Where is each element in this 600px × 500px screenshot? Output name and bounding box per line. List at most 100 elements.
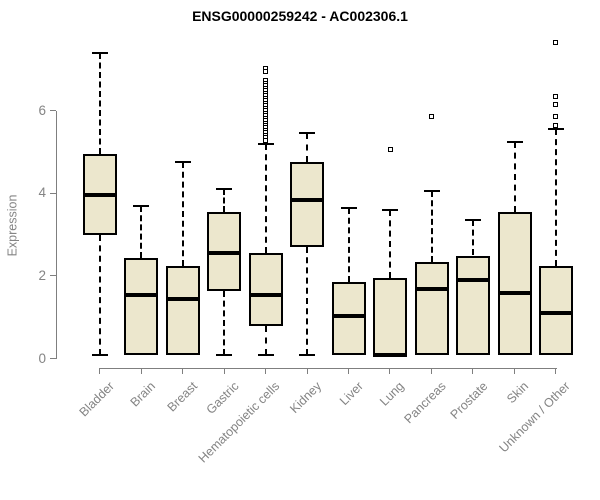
y-tick-label: 0 <box>38 351 46 366</box>
upper-whisker-breast <box>181 162 184 266</box>
y-tick <box>50 192 56 194</box>
box-unknown-other <box>538 265 573 355</box>
upper-whisker-cap-breast <box>174 161 191 164</box>
box-breast <box>165 265 200 355</box>
x-tick-label-lung: Lung <box>377 379 408 409</box>
outlier-point-unknown-other <box>553 94 559 100</box>
upper-whisker-cap-skin <box>506 140 523 143</box>
x-tick <box>472 368 474 374</box>
y-tick <box>50 109 56 111</box>
x-tick <box>389 368 391 374</box>
median-line-unknown-other <box>538 311 573 316</box>
lower-whisker-kidney <box>306 247 309 355</box>
upper-whisker-unknown-other <box>554 129 557 266</box>
upper-whisker-cap-lung <box>382 208 399 211</box>
lower-whisker-gastric <box>223 290 226 355</box>
y-axis-line <box>56 110 57 359</box>
box-gastric <box>207 212 242 291</box>
outlier-point-hematopoietic-cells <box>263 69 269 75</box>
y-tick-label: 6 <box>38 102 46 118</box>
x-tick-label-brain: Brain <box>127 379 159 410</box>
x-tick-label-breast: Breast <box>164 379 200 415</box>
median-line-skin <box>497 290 532 295</box>
median-line-gastric <box>207 251 242 256</box>
outlier-point-unknown-other <box>553 123 559 129</box>
outlier-point-pancreas <box>429 114 435 120</box>
median-line-lung <box>373 352 408 357</box>
median-line-kidney <box>290 197 325 202</box>
lower-whisker-hematopoietic-cells <box>264 325 267 355</box>
upper-whisker-cap-liver <box>340 206 357 209</box>
upper-whisker-skin <box>513 141 516 213</box>
x-tick <box>306 368 308 374</box>
x-tick-label-bladder: Bladder <box>76 379 117 420</box>
upper-whisker-gastric <box>223 189 226 213</box>
median-line-brain <box>124 292 159 297</box>
upper-whisker-brain <box>140 205 143 258</box>
x-tick <box>99 368 101 374</box>
x-tick <box>430 368 432 374</box>
y-tick <box>50 275 56 277</box>
upper-whisker-cap-kidney <box>299 132 316 135</box>
outlier-point-unknown-other <box>553 114 559 120</box>
upper-whisker-cap-unknown-other <box>547 128 564 131</box>
box-pancreas <box>414 261 449 355</box>
outlier-point-unknown-other <box>553 102 559 108</box>
lower-whisker-cap-kidney <box>299 353 316 356</box>
median-line-bladder <box>83 193 117 198</box>
x-tick <box>182 368 184 374</box>
box-liver <box>331 282 366 355</box>
y-tick-label: 4 <box>38 185 46 201</box>
x-tick <box>555 368 557 374</box>
chart-title: ENSG00000259242 - AC002306.1 <box>192 8 408 24</box>
upper-whisker-liver <box>347 207 350 283</box>
lower-whisker-cap-hematopoietic-cells <box>257 353 274 356</box>
upper-whisker-cap-pancreas <box>423 190 440 193</box>
x-tick-label-prostate: Prostate <box>447 379 490 422</box>
upper-whisker-lung <box>389 209 392 279</box>
upper-whisker-prostate <box>472 220 475 256</box>
x-tick-label-liver: Liver <box>336 379 366 409</box>
upper-whisker-cap-brain <box>133 204 150 207</box>
x-axis-line <box>99 367 557 369</box>
upper-whisker-pancreas <box>430 191 433 262</box>
median-line-hematopoietic-cells <box>248 292 283 297</box>
x-tick-label-hematopoietic-cells: Hematopoietic cells <box>196 379 283 466</box>
x-tick <box>347 368 349 374</box>
x-tick-label-kidney: Kidney <box>287 379 325 416</box>
median-line-prostate <box>456 278 491 283</box>
median-line-liver <box>331 313 366 318</box>
x-tick <box>140 368 142 374</box>
x-tick <box>265 368 267 374</box>
box-brain <box>124 257 159 355</box>
box-hematopoietic-cells <box>248 253 283 326</box>
upper-whisker-bladder <box>99 52 101 155</box>
upper-whisker-cap-bladder <box>92 51 108 54</box>
box-skin <box>497 212 532 355</box>
median-line-pancreas <box>414 286 449 291</box>
median-line-breast <box>165 296 200 301</box>
upper-whisker-kidney <box>306 133 309 163</box>
x-tick <box>223 368 225 374</box>
y-tick <box>50 358 56 360</box>
outlier-point-unknown-other <box>553 39 559 45</box>
outlier-point-lung <box>387 147 393 153</box>
upper-whisker-cap-hematopoietic-cells <box>257 142 274 145</box>
lower-whisker-cap-bladder <box>92 353 108 356</box>
x-tick <box>513 368 515 374</box>
upper-whisker-hematopoietic-cells <box>264 143 267 254</box>
box-prostate <box>456 255 491 355</box>
lower-whisker-bladder <box>99 234 101 355</box>
x-tick-label-skin: Skin <box>504 379 532 407</box>
box-kidney <box>290 162 325 248</box>
lower-whisker-cap-gastric <box>216 353 233 356</box>
x-tick-label-gastric: Gastric <box>203 379 242 417</box>
x-tick-label-pancreas: Pancreas <box>401 379 449 427</box>
y-tick-label: 2 <box>38 268 46 284</box>
upper-whisker-cap-prostate <box>465 219 482 222</box>
box-lung <box>373 278 408 357</box>
upper-whisker-cap-gastric <box>216 188 233 191</box>
outlier-point-hematopoietic-cells <box>263 137 269 143</box>
